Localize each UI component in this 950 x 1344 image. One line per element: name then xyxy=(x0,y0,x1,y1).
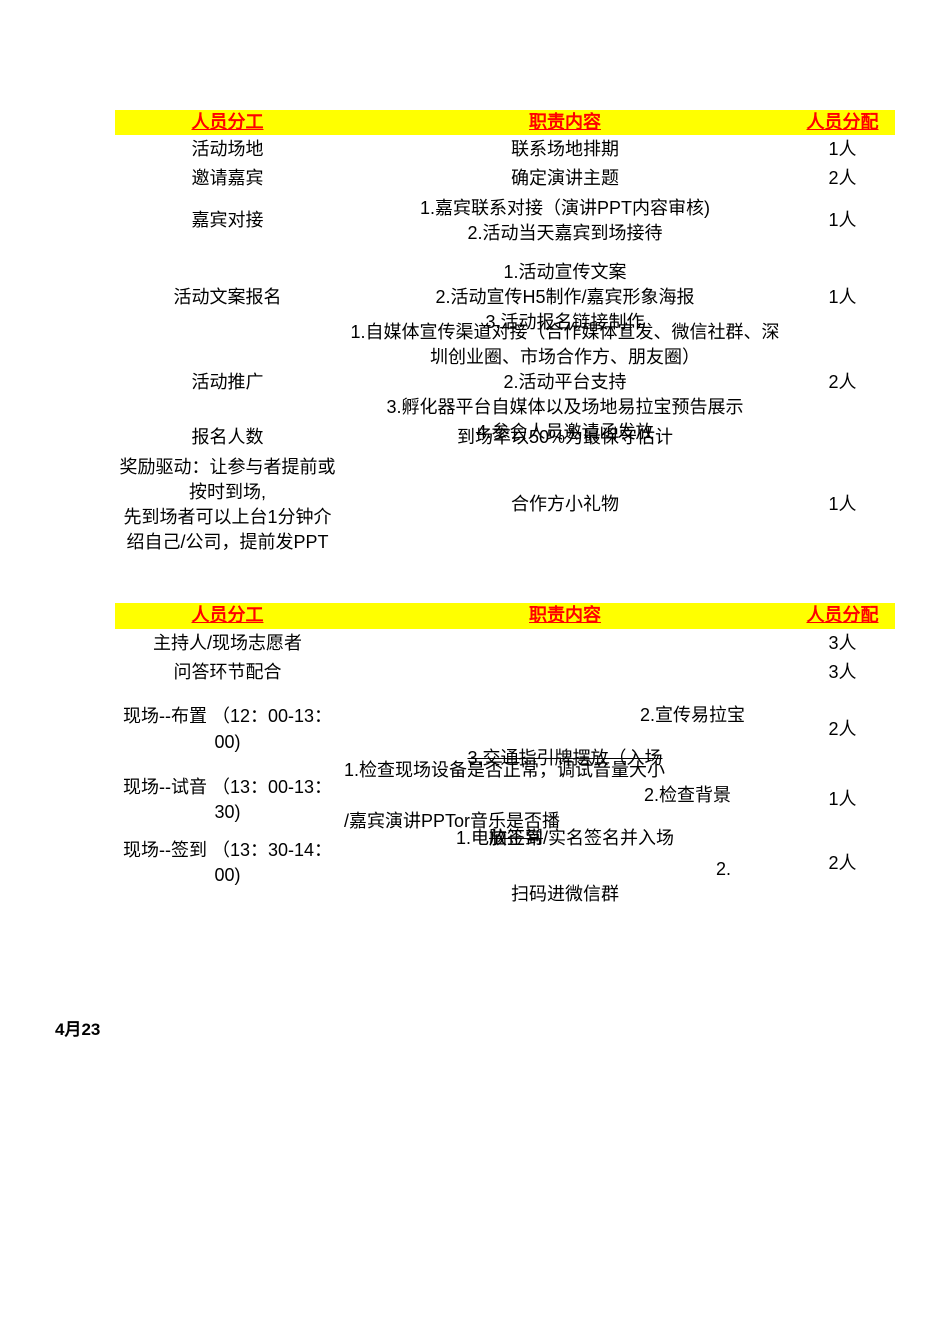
main-column: 人员分工 职责内容 人员分配 活动场地 联系场地排期 1人 邀请嘉宾 确定演讲主… xyxy=(115,110,895,909)
table-row: 报名人数 到场率以50%为最保守估计 xyxy=(115,423,895,452)
header-col3: 人员分配 xyxy=(790,110,895,135)
cell-duty: 到场率以50%为最保守估计 xyxy=(340,425,790,450)
cell-duty: 确定演讲主题 xyxy=(340,166,790,191)
cell-people: 1人 xyxy=(790,455,895,556)
header-col1: 人员分工 xyxy=(115,110,340,135)
cell-people: 2人 xyxy=(790,703,895,756)
table-row: 问答环节配合 3人 xyxy=(115,658,895,687)
cell-task: 主持人/现场志愿者 xyxy=(115,631,340,656)
cell-people: 3人 xyxy=(790,631,895,656)
cell-task: 报名人数 xyxy=(115,425,340,450)
overlap-traffic-sign: 3.交通指引牌摆放（入场 xyxy=(340,746,790,771)
signin-line2: 2. xyxy=(344,857,786,882)
table-row: 奖励驱动：让参与者提前或按时到场, 先到场者可以上台1分钟介绍自己/公司，提前发… xyxy=(115,453,895,558)
header-col2: 职责内容 xyxy=(340,110,790,135)
section-1: 人员分工 职责内容 人员分配 活动场地 联系场地排期 1人 邀请嘉宾 确定演讲主… xyxy=(115,110,895,557)
cell-people xyxy=(790,425,895,450)
table-row-signin: 现场--签到 （13：30-14：00) 1.电脑签到/实名签名并入场 放正常 … xyxy=(115,824,895,910)
overlap-normal: 放正常 xyxy=(489,826,543,851)
cell-task: 现场--布置 （12：00-13：00) xyxy=(115,703,340,756)
header-col2: 职责内容 xyxy=(340,603,790,628)
date-column: 4月23 xyxy=(55,110,115,909)
cell-task: 嘉宾对接 xyxy=(115,196,340,246)
cell-people: 2人 xyxy=(790,820,895,908)
cell-people: 1人 xyxy=(790,137,895,162)
table-row: 活动场地 联系场地排期 1人 xyxy=(115,135,895,164)
table-row: 嘉宾对接 1.嘉宾联系对接（演讲PPT内容审核) 2.活动当天嘉宾到场接待 1人 xyxy=(115,194,895,248)
cell-task: 活动场地 xyxy=(115,137,340,162)
cell-task: 邀请嘉宾 xyxy=(115,166,340,191)
cell-people: 3人 xyxy=(790,660,895,685)
header-col1: 人员分工 xyxy=(115,603,340,628)
layout-item: 2.宣传易拉宝 xyxy=(344,703,745,728)
cell-people: 1人 xyxy=(790,196,895,246)
date-label: 4月23 xyxy=(55,1018,100,1042)
cell-task: 问答环节配合 xyxy=(115,660,340,685)
table-row: 主持人/现场志愿者 3人 xyxy=(115,629,895,658)
header-row-2: 人员分工 职责内容 人员分配 xyxy=(115,603,895,628)
cell-duty xyxy=(340,631,790,656)
sound-line2: 2.检查背景 xyxy=(344,783,786,808)
cell-task: 现场--签到 （13：30-14：00) xyxy=(115,820,340,908)
cell-duty: 1.电脑签到/实名签名并入场 放正常 2. 扫码进微信群 xyxy=(340,826,790,908)
signin-line3: 扫码进微信群 xyxy=(344,882,786,907)
cell-duty: 1.嘉宾联系对接（演讲PPT内容审核) 2.活动当天嘉宾到场接待 xyxy=(340,196,790,246)
section-2: 人员分工 职责内容 人员分配 主持人/现场志愿者 3人 问答环节配合 3人 现场… xyxy=(115,603,895,909)
cell-duty: 联系场地排期 xyxy=(340,137,790,162)
staff-allocation-table: 4月23 人员分工 职责内容 人员分配 活动场地 联系场地排期 1人 邀请嘉宾 … xyxy=(55,110,895,909)
cell-duty xyxy=(340,660,790,685)
cell-task: 奖励驱动：让参与者提前或按时到场, 先到场者可以上台1分钟介绍自己/公司，提前发… xyxy=(115,455,340,556)
header-col3: 人员分配 xyxy=(790,603,895,628)
header-row-1: 人员分工 职责内容 人员分配 xyxy=(115,110,895,135)
cell-people: 2人 xyxy=(790,166,895,191)
cell-duty: 合作方小礼物 xyxy=(340,455,790,556)
table-row: 邀请嘉宾 确定演讲主题 2人 xyxy=(115,164,895,193)
